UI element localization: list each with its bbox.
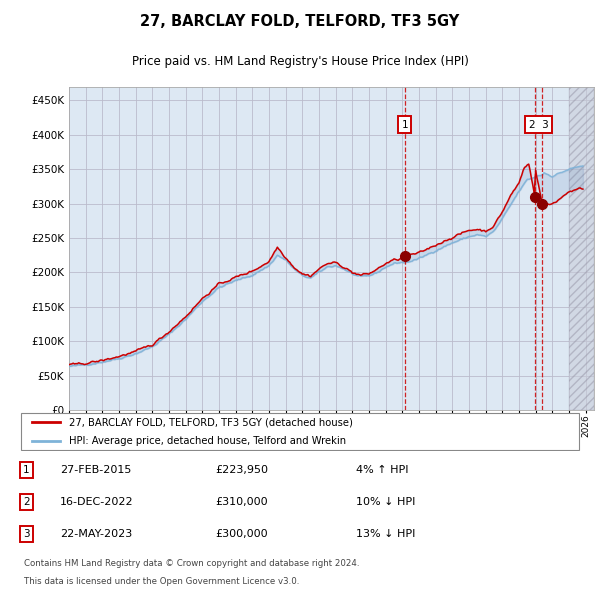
Text: £310,000: £310,000	[215, 497, 268, 507]
Text: 4% ↑ HPI: 4% ↑ HPI	[356, 466, 409, 476]
Text: 27, BARCLAY FOLD, TELFORD, TF3 5GY: 27, BARCLAY FOLD, TELFORD, TF3 5GY	[140, 14, 460, 29]
Text: 1: 1	[23, 466, 30, 476]
Text: 2: 2	[23, 497, 30, 507]
Text: 3: 3	[23, 529, 30, 539]
Text: £223,950: £223,950	[215, 466, 268, 476]
Text: Price paid vs. HM Land Registry's House Price Index (HPI): Price paid vs. HM Land Registry's House …	[131, 55, 469, 68]
Text: Contains HM Land Registry data © Crown copyright and database right 2024.: Contains HM Land Registry data © Crown c…	[23, 559, 359, 568]
Text: 16-DEC-2022: 16-DEC-2022	[60, 497, 134, 507]
Text: HPI: Average price, detached house, Telford and Wrekin: HPI: Average price, detached house, Telf…	[69, 435, 346, 445]
Text: 10% ↓ HPI: 10% ↓ HPI	[356, 497, 416, 507]
Text: 13% ↓ HPI: 13% ↓ HPI	[356, 529, 416, 539]
Text: £300,000: £300,000	[215, 529, 268, 539]
Bar	[569, 87, 594, 410]
Text: 27-FEB-2015: 27-FEB-2015	[60, 466, 131, 476]
Text: 27, BARCLAY FOLD, TELFORD, TF3 5GY (detached house): 27, BARCLAY FOLD, TELFORD, TF3 5GY (deta…	[69, 417, 353, 427]
Text: This data is licensed under the Open Government Licence v3.0.: This data is licensed under the Open Gov…	[23, 578, 299, 586]
Text: 2  3: 2 3	[529, 120, 548, 130]
FancyBboxPatch shape	[21, 413, 579, 450]
Text: 1: 1	[401, 120, 408, 130]
Text: 22-MAY-2023: 22-MAY-2023	[60, 529, 133, 539]
